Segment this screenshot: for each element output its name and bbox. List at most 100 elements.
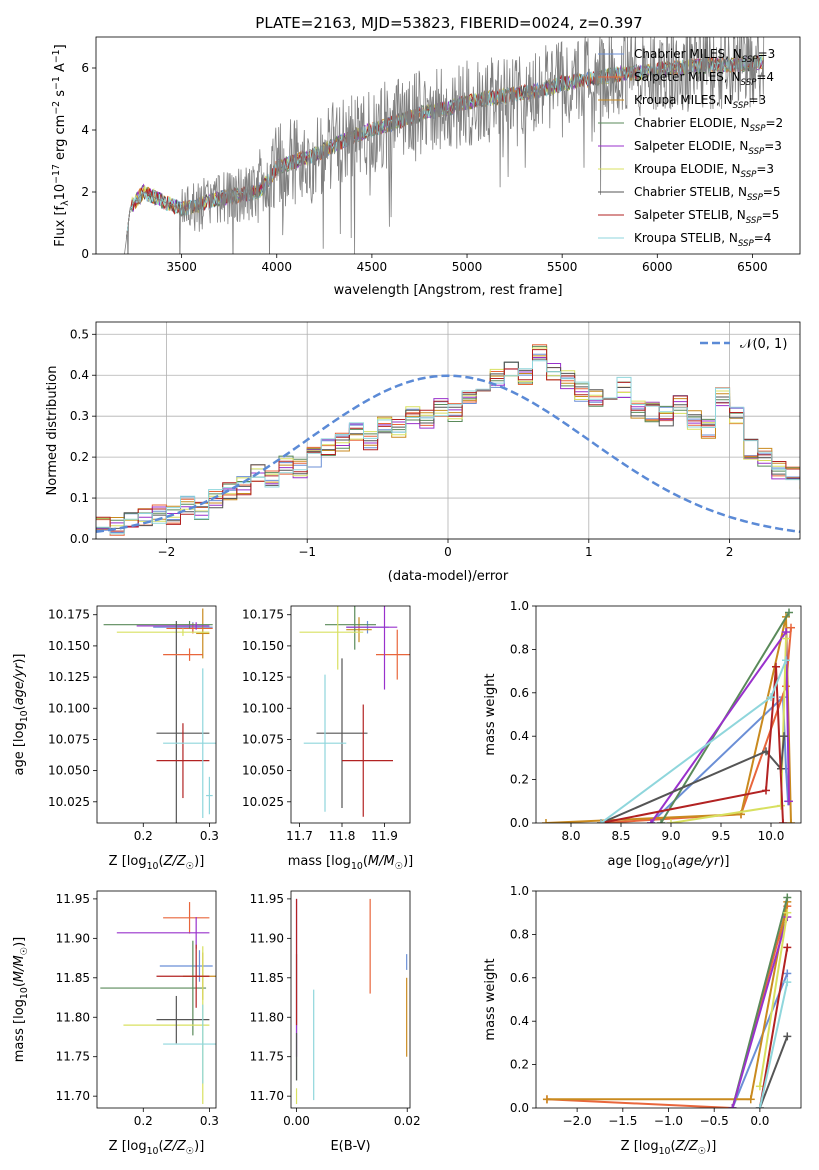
plot-area-age_vs_Z: [103, 608, 216, 823]
tick-label-x: −2.0: [563, 1114, 592, 1128]
tick-label-x: 0.2: [134, 1114, 153, 1128]
tick-label-y: 0: [81, 247, 89, 261]
tick-label-x: 9.0: [661, 829, 680, 843]
axes-spectrum: 3500 4000 4500 5000 5500 6000 6500 0 2 4 6 waveleng…: [51, 36, 801, 298]
tick-label-x: −2: [158, 545, 176, 559]
tick-label-y: 6: [81, 61, 89, 75]
tick-label-x: 0.2: [134, 829, 153, 843]
axes-residuals: −2 −1 0 1 2 0.0 0.1 0.2 0.3 0.4 0.5 𝒩(0, 1) (data-mo…: [45, 321, 801, 584]
tick-label-y: 0.3: [70, 409, 89, 423]
tick-label-y: 10.125: [242, 670, 284, 684]
plot-area-mass_vs_Z: [100, 902, 216, 1105]
weight-line: [758, 1036, 789, 1108]
tick-label-y: 0.0: [70, 532, 89, 546]
axes-massweight_vs_age: 8.0 8.5 9.0 9.5 10.0 0.0 0.2 0.4 0.6 0.8 1.0 age [l…: [483, 599, 802, 872]
tick-label-x: 6500: [737, 260, 768, 274]
tick-label-x: 0.3: [200, 829, 219, 843]
tick-label-x: −1.0: [654, 1114, 683, 1128]
tick-label-y: 1.0: [510, 599, 529, 613]
tick-label-y: 11.75: [56, 1050, 90, 1064]
x-axis-label: Z [log10(Z/Z☉)]: [109, 1139, 205, 1157]
histogram-step: [96, 360, 800, 535]
legend-label: Chabrier MILES, NSSP=3: [634, 47, 775, 65]
axes-frame: [290, 605, 411, 824]
y-axis-label: mass weight: [483, 673, 498, 755]
tick-label-x: 0.3: [200, 1114, 219, 1128]
legend-label: Kroupa STELIB, NSSP=4: [634, 231, 771, 249]
plot-area-massweight_vs_age: [542, 608, 795, 823]
histogram-step: [96, 353, 800, 533]
plot-area-age_vs_mass: [299, 606, 410, 817]
histogram-step: [96, 355, 800, 530]
x-axis-label: E(B-V): [330, 1139, 370, 1154]
tick-label-y: 10.125: [48, 670, 90, 684]
tick-label-y: 11.85: [250, 971, 284, 985]
axes-mass_vs_ebv: 0.00 0.02 11.70 11.75 11.80 11.85 11.90 11.95 E(…: [250, 890, 421, 1154]
tick-label-y: 0.8: [510, 927, 529, 941]
weight-line: [600, 666, 784, 823]
histogram-step: [96, 347, 800, 527]
tick-label-y: 0.1: [70, 491, 89, 505]
axes-age_vs_Z: 0.2 0.3 10.025 10.050 10.075 10.100 10.125 10.1…: [12, 605, 219, 872]
tick-label-y: 10.050: [48, 764, 90, 778]
tick-label-y: 10.175: [242, 608, 284, 622]
tick-label-x: 10.0: [758, 829, 785, 843]
tick-label-y: 0.2: [70, 450, 89, 464]
tick-label-x: 8.0: [561, 829, 580, 843]
tick-label-y: 0.2: [510, 773, 529, 787]
tick-label-y: 0.2: [510, 1058, 529, 1072]
axes-frame: [95, 321, 801, 540]
tick-label-y: 10.100: [242, 701, 284, 715]
tick-label-y: 10.025: [48, 795, 90, 809]
tick-label-y: 1.0: [510, 884, 529, 898]
normal-curve: [96, 374, 800, 534]
tick-label-y: 0.4: [510, 729, 529, 743]
x-axis-label: (data-model)/error: [388, 569, 509, 584]
tick-label-x: 11.9: [371, 829, 398, 843]
tick-label-y: 0.8: [510, 642, 529, 656]
tick-label-y: 10.150: [242, 639, 284, 653]
tick-label-y: 0.4: [510, 1014, 529, 1028]
x-axis-label: Z [log10(Z/Z☉)]: [109, 854, 205, 872]
tick-label-x: 4500: [357, 260, 388, 274]
y-axis-label: Normed distribution: [45, 366, 60, 496]
tick-label-y: 11.80: [250, 1010, 284, 1024]
tick-label-y: 0.6: [510, 971, 529, 985]
axes-frame: [95, 36, 801, 255]
tick-label-x: 3500: [166, 260, 197, 274]
x-axis-label: age [log10(age/yr)]: [607, 854, 729, 872]
x-axis-label: wavelength [Angstrom, rest frame]: [334, 283, 563, 298]
y-axis-label: Flux [fλ10−17 erg cm−2 s−1 A−1]: [51, 44, 71, 246]
plot-area-massweight_vs_Z: [542, 893, 792, 1108]
tick-label-x: −1: [298, 545, 316, 559]
tick-label-y: 10.150: [48, 639, 90, 653]
tick-label-x: 0: [444, 545, 452, 559]
legend-label: Chabrier STELIB, NSSP=5: [634, 185, 781, 203]
y-axis-label: age [log10(age/yr)]: [12, 653, 30, 775]
y-axis-label: mass [log10(M/M☉)]: [12, 937, 30, 1063]
legend-label: Salpeter MILES, NSSP=4: [634, 70, 774, 88]
tick-label-y: 11.90: [56, 931, 90, 945]
tick-label-x: 11.8: [329, 829, 356, 843]
tick-label-x: 1: [585, 545, 593, 559]
tick-label-y: 11.95: [250, 892, 284, 906]
tick-label-y: 11.70: [56, 1089, 90, 1103]
tick-label-y: 11.80: [56, 1010, 90, 1024]
plot-area-mass_vs_ebv: [295, 898, 408, 1105]
figure-title: PLATE=2163, MJD=53823, FIBERID=0024, z=0…: [255, 14, 642, 32]
axes-frame: [535, 605, 802, 824]
tick-label-y: 2: [81, 185, 89, 199]
tick-label-y: 11.85: [56, 971, 90, 985]
axes-age_vs_mass: 11.7 11.8 11.9 10.025 10.050 10.075 10.100 10.1…: [242, 605, 413, 872]
tick-label-x: 2: [726, 545, 734, 559]
histogram-step: [96, 349, 800, 532]
tick-label-y: 10.100: [48, 701, 90, 715]
tick-label-y: 11.95: [56, 892, 90, 906]
axes-frame: [535, 890, 802, 1109]
y-axis-label: mass weight: [483, 958, 498, 1040]
tick-label-x: 0.02: [394, 1114, 421, 1128]
tick-label-x: 0.0: [750, 1114, 769, 1128]
tick-label-x: −1.5: [608, 1114, 637, 1128]
legend-label: Salpeter ELODIE, NSSP=3: [634, 139, 782, 157]
legend-label: 𝒩(0, 1): [740, 337, 787, 352]
